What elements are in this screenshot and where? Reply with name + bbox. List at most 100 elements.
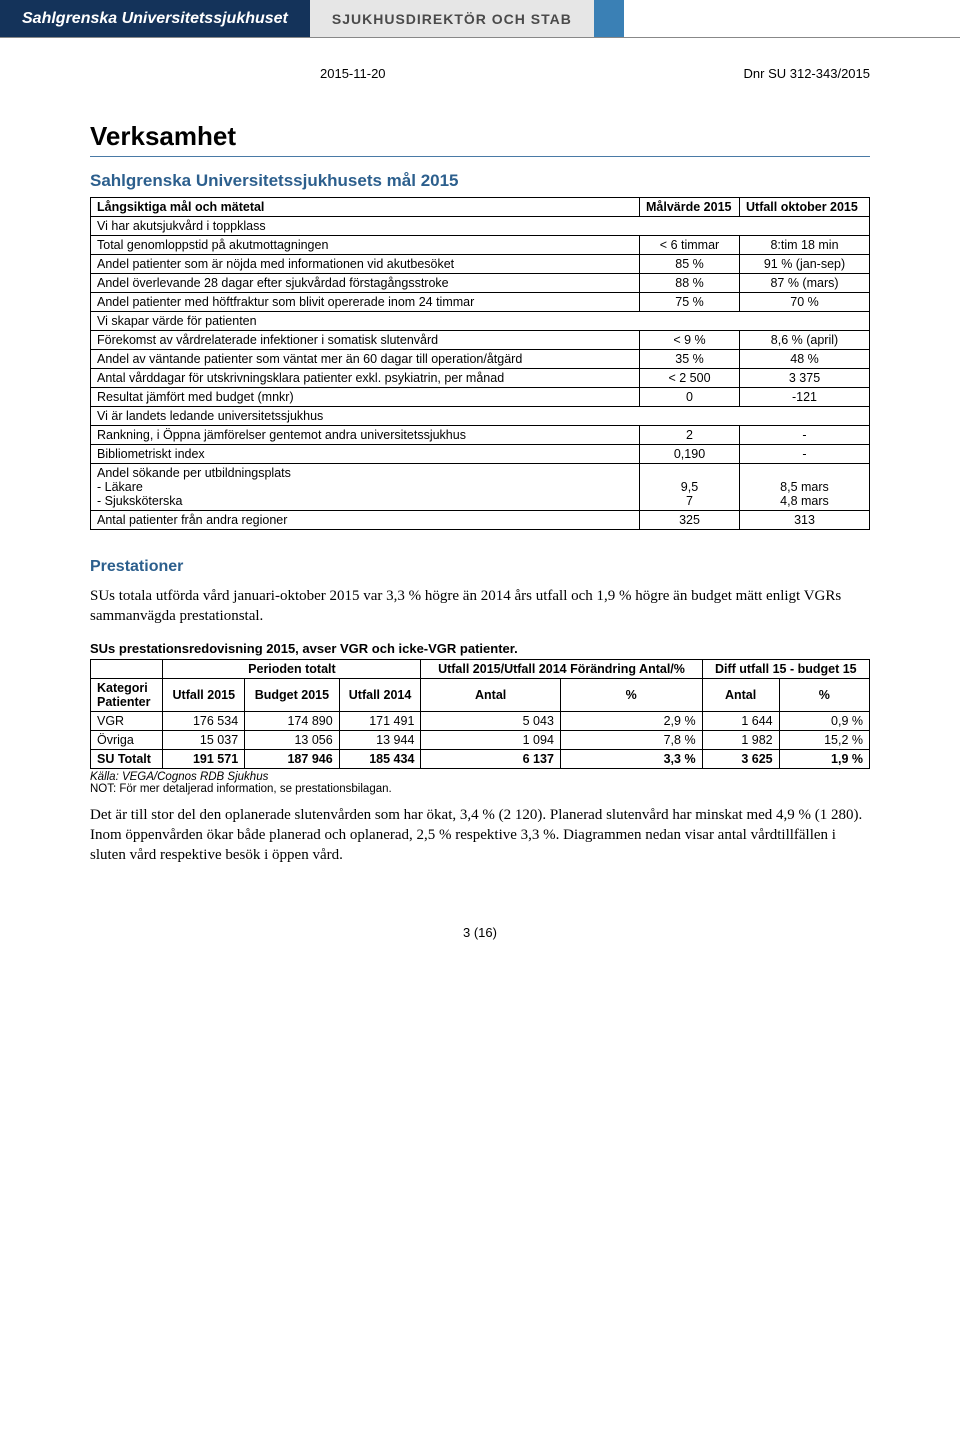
goals-cell: 313: [740, 511, 870, 530]
perf-cell-p2: 15,2 %: [779, 730, 869, 749]
perf-cell-u14: 13 944: [339, 730, 421, 749]
perf-cell-p2: 0,9 %: [779, 711, 869, 730]
goals-col3: Utfall oktober 2015: [740, 198, 870, 217]
goals-cell: 88 %: [640, 274, 740, 293]
goals-cell: < 2 500: [640, 369, 740, 388]
goals-cell: -121: [740, 388, 870, 407]
perf-cell-a2: 3 625: [702, 749, 779, 768]
goals-cell: Total genomloppstid på akutmottagningen: [91, 236, 640, 255]
goals-cell: 3 375: [740, 369, 870, 388]
goals-col2: Målvärde 2015: [640, 198, 740, 217]
goals-cell: Andel patienter med höftfraktur som bliv…: [91, 293, 640, 312]
goals-cell: 9,5 7: [640, 464, 740, 511]
perf-cell-u14: 185 434: [339, 749, 421, 768]
perf-table: Perioden totalt Utfall 2015/Utfall 2014 …: [90, 659, 870, 769]
dept-label: SJUKHUSDIREKTÖR OCH STAB: [310, 0, 594, 37]
goals-cell: < 9 %: [640, 331, 740, 350]
perf-h-kategori-txt: Kategori: [97, 681, 148, 695]
goals-cell: -: [740, 445, 870, 464]
perf-para2: Det är till stor del den oplanerade slut…: [90, 805, 870, 866]
perf-cell-b15: 187 946: [245, 749, 340, 768]
perf-cell-label: Övriga: [91, 730, 163, 749]
goals-cell: 2: [640, 426, 740, 445]
goals-cell: 85 %: [640, 255, 740, 274]
perf-h-b15: Budget 2015: [245, 678, 340, 711]
doc-meta: 2015-11-20 Dnr SU 312-343/2015: [90, 66, 870, 81]
goals-cell: Antal patienter från andra regioner: [91, 511, 640, 530]
perf-h-blank: [91, 659, 163, 678]
goals-cell: Andel sökande per utbildningsplats - Läk…: [91, 464, 640, 511]
perf-cell-b15: 174 890: [245, 711, 340, 730]
goals-group-header: Vi är landets ledande universitetssjukhu…: [91, 407, 870, 426]
perf-cell-p2: 1,9 %: [779, 749, 869, 768]
goals-cell: Andel överlevande 28 dagar efter sjukvår…: [91, 274, 640, 293]
goals-cell: 70 %: [740, 293, 870, 312]
perf-cell-a2: 1 982: [702, 730, 779, 749]
perf-cell-a1: 5 043: [421, 711, 560, 730]
perf-h-a2: Antal: [702, 678, 779, 711]
goals-cell: Resultat jämfört med budget (mnkr): [91, 388, 640, 407]
goals-cell: 91 % (jan-sep): [740, 255, 870, 274]
perf-h-diff14: Utfall 2015/Utfall 2014 Förändring Antal…: [421, 659, 702, 678]
title-rule: [90, 156, 870, 157]
goals-col1: Långsiktiga mål och mätetal: [91, 198, 640, 217]
perf-cell-u15: 176 534: [163, 711, 245, 730]
goals-cell: 325: [640, 511, 740, 530]
perf-source: Källa: VEGA/Cognos RDB Sjukhus: [90, 771, 268, 783]
perf-h-p2: %: [779, 678, 869, 711]
goals-cell: 75 %: [640, 293, 740, 312]
page-number: 3 (16): [90, 925, 870, 940]
perf-cell-a1: 1 094: [421, 730, 560, 749]
page-title: Verksamhet: [90, 121, 870, 152]
doc-ref: Dnr SU 312-343/2015: [744, 66, 870, 81]
goals-heading: Sahlgrenska Universitetssjukhusets mål 2…: [90, 171, 870, 191]
brand-label: Sahlgrenska Universitetssjukhuset: [0, 0, 310, 37]
perf-h-p1: %: [560, 678, 702, 711]
perf-caption: SUs prestationsredovisning 2015, avser V…: [90, 641, 870, 656]
page-body: 2015-11-20 Dnr SU 312-343/2015 Verksamhe…: [0, 38, 960, 980]
perf-cell-u15: 15 037: [163, 730, 245, 749]
goals-table: Långsiktiga mål och mätetal Målvärde 201…: [90, 197, 870, 530]
goals-cell: Andel av väntande patienter som väntat m…: [91, 350, 640, 369]
perf-cell-label: VGR: [91, 711, 163, 730]
perf-cell-p1: 2,9 %: [560, 711, 702, 730]
goals-cell: 8,6 % (april): [740, 331, 870, 350]
goals-cell: Förekomst av vårdrelaterade infektioner …: [91, 331, 640, 350]
perf-h-kategori: Kategori Patienter: [91, 678, 163, 711]
perf-note: NOT: För mer detaljerad information, se …: [90, 783, 392, 795]
perf-cell-a1: 6 137: [421, 749, 560, 768]
goals-cell: Antal vårddagar för utskrivningsklara pa…: [91, 369, 640, 388]
perf-cell-u15: 191 571: [163, 749, 245, 768]
goals-cell: < 6 timmar: [640, 236, 740, 255]
goals-cell: 35 %: [640, 350, 740, 369]
perf-h-u14: Utfall 2014: [339, 678, 421, 711]
perf-cell-p1: 7,8 %: [560, 730, 702, 749]
goals-cell: 0,190: [640, 445, 740, 464]
goals-cell: 0: [640, 388, 740, 407]
perf-heading: Prestationer: [90, 558, 870, 576]
goals-cell: 8,5 mars 4,8 mars: [740, 464, 870, 511]
doc-date: 2015-11-20: [320, 66, 386, 81]
goals-cell: -: [740, 426, 870, 445]
perf-h-period: Perioden totalt: [163, 659, 421, 678]
goals-cell: 8:tim 18 min: [740, 236, 870, 255]
perf-para1: SUs totala utförda vård januari-oktober …: [90, 586, 870, 627]
goals-cell: 87 % (mars): [740, 274, 870, 293]
goals-cell: Andel patienter som är nöjda med informa…: [91, 255, 640, 274]
perf-h-a1: Antal: [421, 678, 560, 711]
perf-cell-u14: 171 491: [339, 711, 421, 730]
goals-cell: Rankning, i Öppna jämförelser gentemot a…: [91, 426, 640, 445]
perf-cell-a2: 1 644: [702, 711, 779, 730]
top-bar: Sahlgrenska Universitetssjukhuset SJUKHU…: [0, 0, 960, 38]
perf-h-u15: Utfall 2015: [163, 678, 245, 711]
perf-cell-b15: 13 056: [245, 730, 340, 749]
goals-cell: 48 %: [740, 350, 870, 369]
perf-cell-p1: 3,3 %: [560, 749, 702, 768]
goals-group-header: Vi skapar värde för patienten: [91, 312, 870, 331]
perf-h-patienter: Patienter: [97, 695, 151, 709]
accent-block: [594, 0, 624, 37]
perf-cell-label: SU Totalt: [91, 749, 163, 768]
perf-source-note: Källa: VEGA/Cognos RDB Sjukhus NOT: För …: [90, 771, 870, 795]
topbar-rest: [624, 0, 960, 37]
goals-group-header: Vi har akutsjukvård i toppklass: [91, 217, 870, 236]
